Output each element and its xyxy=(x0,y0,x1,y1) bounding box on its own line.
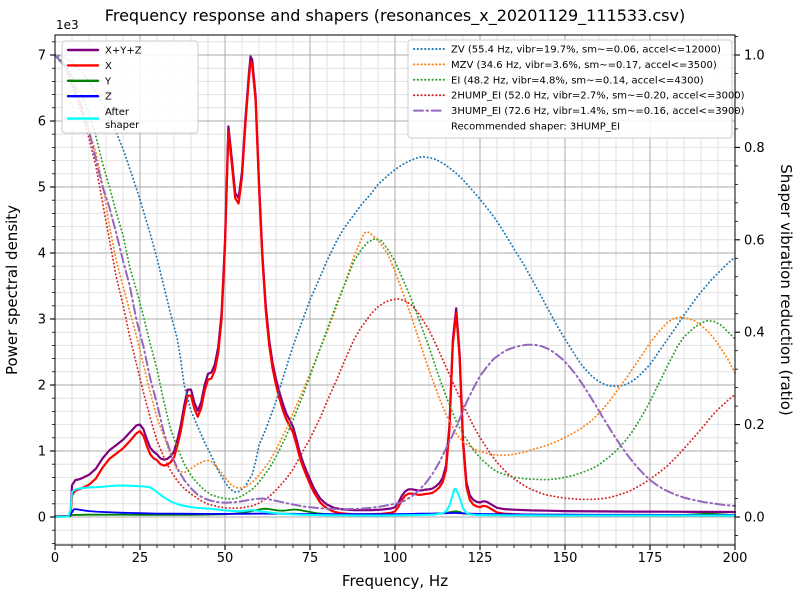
x-tick-label: 75 xyxy=(302,551,319,566)
y-axis-label-left: Power spectral density xyxy=(3,205,21,375)
legends: X+Y+Z XYZ After shaper ZV (55.4 Hz, vibr=19.… xyxy=(61,39,745,139)
legend-shapers-footer: Recommended shaper: 3HUMP_EI xyxy=(451,122,620,133)
y-right-tick-label: 0.2 xyxy=(744,418,765,433)
x-tick-label: 175 xyxy=(638,551,663,566)
x-tick-label: 50 xyxy=(217,551,234,566)
y-left-tick-label: 7 xyxy=(38,49,46,64)
x-tick-label: 125 xyxy=(468,551,493,566)
legend-shapers-box xyxy=(407,39,733,139)
y-left-tick-label: 3 xyxy=(38,313,46,328)
series-lines xyxy=(53,54,737,518)
legend-label-y: Y xyxy=(104,76,112,87)
y-right-tick-label: 0.0 xyxy=(744,511,765,526)
y-left-tick-label: 4 xyxy=(38,247,46,262)
y-left-tick-label: 1 xyxy=(38,445,46,460)
y-right-tick-label: 0.6 xyxy=(744,233,765,248)
legend-label-3hump-ei-72-6-hz-vibr-1-4-sm-0-16-accel-3900-: 3HUMP_EI (72.6 Hz, vibr=1.4%, sm~=0.16, … xyxy=(451,106,745,117)
x-tick-label: 150 xyxy=(553,551,578,566)
x-tick-label: 0 xyxy=(51,551,59,566)
series-ei xyxy=(54,54,736,500)
x-tick-label: 25 xyxy=(132,551,149,566)
legend-label-ei-48-2-hz-vibr-4-8-sm-0-14-accel-4300-: EI (48.2 Hz, vibr=4.8%, sm~=0.14, accel<… xyxy=(451,75,704,86)
x-axis-label: Frequency, Hz xyxy=(342,572,448,590)
y-right-tick-label: 0.4 xyxy=(744,326,765,341)
legend-psd: X+Y+Z XYZ After shaper xyxy=(61,40,199,134)
axes: 0 25 50 75 100 125 150 175 200 0 1 2 3 4 5 6 7 0.0 0.2 0.4 0… xyxy=(38,34,765,566)
series-2hump-ei xyxy=(54,54,736,510)
legend-psd-box xyxy=(61,40,199,134)
legend-label-x: X xyxy=(105,61,112,72)
y-left-tick-label: 0 xyxy=(38,511,46,526)
y-right-tick-label: 1.0 xyxy=(744,49,765,64)
legend-label-x-y-z: X+Y+Z xyxy=(105,46,142,57)
legend-label-after: After shaper xyxy=(105,107,140,131)
series-after-shaper xyxy=(54,484,736,518)
y-left-tick-label: 2 xyxy=(38,379,46,394)
series-3hump-ei xyxy=(54,54,736,511)
x-tick-label: 200 xyxy=(723,551,748,566)
y-right-tick-label: 0.8 xyxy=(744,141,765,156)
legend-shapers: ZV (55.4 Hz, vibr=19.7%, sm~=0.06, accel… xyxy=(407,39,745,139)
y-left-tick-label: 6 xyxy=(38,115,46,130)
chart-title: Frequency response and shapers (resonanc… xyxy=(105,6,685,26)
legend-label-2hump-ei-52-0-hz-vibr-2-7-sm-0-20-accel-3000-: 2HUMP_EI (52.0 Hz, vibr=2.7%, sm~=0.20, … xyxy=(451,91,745,102)
x-tick-label: 100 xyxy=(383,551,408,566)
y-axis-label-right: Shaper vibration reduction (ratio) xyxy=(777,164,795,415)
y-axis-offset-label: 1e3 xyxy=(56,18,79,32)
series-zv xyxy=(54,54,736,493)
legend-label-zv-55-4-hz-vibr-19-7-sm-0-06-accel-12000-: ZV (55.4 Hz, vibr=19.7%, sm~=0.06, accel… xyxy=(451,45,721,56)
y-left-tick-label: 5 xyxy=(38,181,46,196)
legend-label-z: Z xyxy=(105,92,112,103)
legend-label-mzv-34-6-hz-vibr-3-6-sm-0-17-accel-3500-: MZV (34.6 Hz, vibr=3.6%, sm~=0.17, accel… xyxy=(451,60,717,71)
series-mzv xyxy=(54,54,736,490)
